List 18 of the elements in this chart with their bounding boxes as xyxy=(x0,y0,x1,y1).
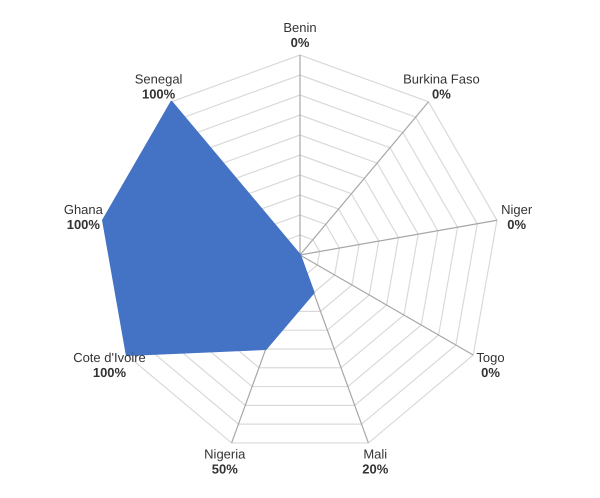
spoke-label: Niger xyxy=(501,202,533,217)
spoke-label: Nigeria xyxy=(204,446,246,462)
spoke-label: Senegal xyxy=(134,71,183,86)
spoke-label: Mali xyxy=(363,446,388,462)
text: 0% xyxy=(432,86,451,102)
spoke-label: Burkina Faso xyxy=(403,71,480,86)
spoke-label: Togo xyxy=(476,350,505,365)
text: 20% xyxy=(362,462,388,477)
text: 100% xyxy=(142,86,176,102)
spoke-label: Ghana xyxy=(64,202,104,217)
text: 0% xyxy=(507,216,526,232)
text: 100% xyxy=(66,216,100,232)
text: 0% xyxy=(481,365,500,380)
spoke-label: Benin xyxy=(283,20,317,35)
text: 0% xyxy=(290,35,310,50)
text: 100% xyxy=(92,365,126,380)
text: 50% xyxy=(212,462,238,477)
spoke-label: Cote d'Ivoire xyxy=(73,350,146,365)
